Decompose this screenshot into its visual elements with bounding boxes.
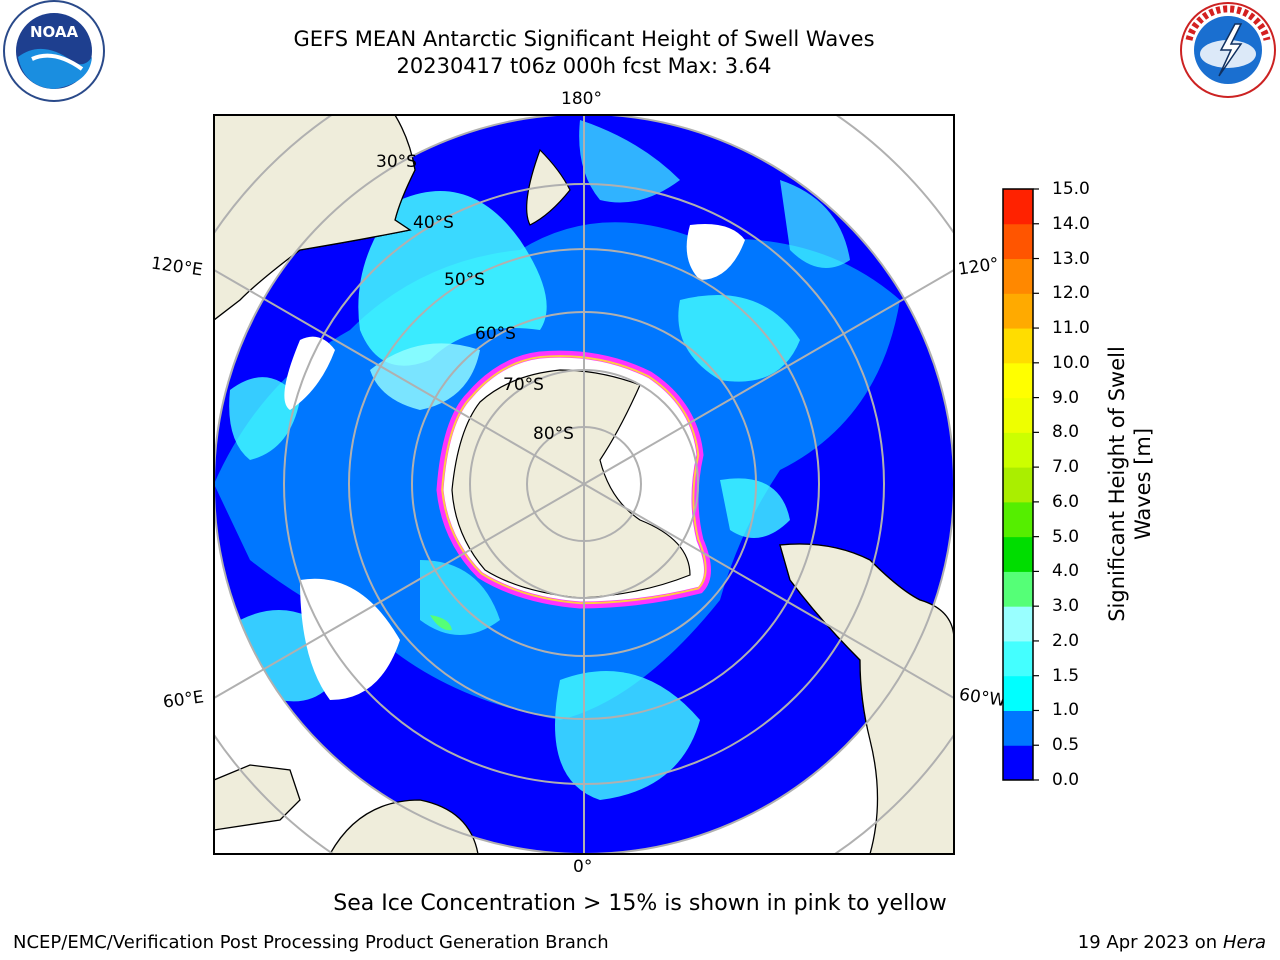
colorbar-cell bbox=[1003, 432, 1033, 468]
colorbar-tick-label: 5.0 bbox=[1052, 526, 1080, 547]
colorbar-cell bbox=[1003, 606, 1033, 642]
chart-title: GEFS MEAN Antarctic Significant Height o… bbox=[293, 27, 875, 51]
colorbar-tick-label: 7.0 bbox=[1052, 457, 1080, 478]
lat-label-50s: 50°S bbox=[444, 270, 485, 290]
colorbar-tick-label: 12.0 bbox=[1052, 283, 1090, 304]
colorbar-cell bbox=[1003, 501, 1033, 538]
colorbar-cell bbox=[1003, 745, 1033, 781]
run-date: 19 Apr 2023 on Hera bbox=[1077, 932, 1266, 953]
noaa-logo-icon: NOAA bbox=[3, 0, 105, 102]
lon-label-0: 0° bbox=[573, 857, 593, 877]
colorbar-tick-label: 0.5 bbox=[1052, 735, 1080, 756]
colorbar-cell bbox=[1003, 223, 1033, 260]
lat-label-70s: 70°S bbox=[503, 375, 544, 395]
colorbar-cell bbox=[1003, 536, 1033, 572]
colorbar-tick-label: 2.0 bbox=[1052, 630, 1080, 651]
credit-text: NCEP/EMC/Verification Post Processing Pr… bbox=[13, 932, 609, 953]
colorbar-tick-label: 6.0 bbox=[1052, 491, 1080, 512]
colorbar-tick-label: 11.0 bbox=[1052, 318, 1090, 339]
colorbar-tick-label: 8.0 bbox=[1052, 422, 1080, 443]
antarctica bbox=[436, 350, 711, 609]
colorbar-tick-label: 13.0 bbox=[1052, 248, 1090, 269]
colorbar-tick-label: 9.0 bbox=[1052, 387, 1080, 408]
colorbar-tick-label: 1.0 bbox=[1052, 700, 1080, 721]
colorbar-tick-label: 15.0 bbox=[1052, 179, 1090, 199]
colorbar-cell bbox=[1003, 640, 1033, 677]
colorbar-tick-label: 3.0 bbox=[1052, 596, 1080, 617]
colorbar-tick-label: 14.0 bbox=[1052, 213, 1090, 234]
colorbar-cell bbox=[1003, 189, 1033, 225]
colorbar-cell bbox=[1003, 675, 1033, 711]
nws-logo-icon bbox=[1180, 2, 1276, 98]
colorbar-tick-label: 4.0 bbox=[1052, 561, 1080, 582]
sea-ice-note: Sea Ice Concentration > 15% is shown in … bbox=[333, 891, 947, 916]
colorbar-cell bbox=[1003, 362, 1033, 399]
colorbar-tick-label: 10.0 bbox=[1052, 352, 1090, 373]
lat-label-80s: 80°S bbox=[533, 424, 574, 444]
chart-subtitle: 20230417 t06z 000h fcst Max: 3.64 bbox=[396, 54, 772, 78]
colorbar-cell bbox=[1003, 328, 1033, 364]
colorbar-cell bbox=[1003, 397, 1033, 433]
colorbar-cell bbox=[1003, 467, 1033, 503]
colorbar-tick-label: 1.5 bbox=[1052, 665, 1080, 686]
graticule bbox=[214, 115, 954, 854]
colorbar-cell bbox=[1003, 293, 1033, 329]
lat-label-40s: 40°S bbox=[413, 213, 454, 233]
colorbar-cell bbox=[1003, 258, 1033, 294]
lon-label-180: 180° bbox=[561, 89, 602, 109]
colorbar-tick-label: 0.0 bbox=[1052, 770, 1080, 790]
colorbar-cell bbox=[1003, 710, 1033, 746]
lat-label-30s: 30°S bbox=[376, 152, 417, 172]
colorbar-cell bbox=[1003, 571, 1033, 607]
lat-label-60s: 60°S bbox=[475, 324, 516, 344]
swell-field bbox=[214, 120, 900, 800]
noaa-logo-text: NOAA bbox=[30, 23, 79, 41]
